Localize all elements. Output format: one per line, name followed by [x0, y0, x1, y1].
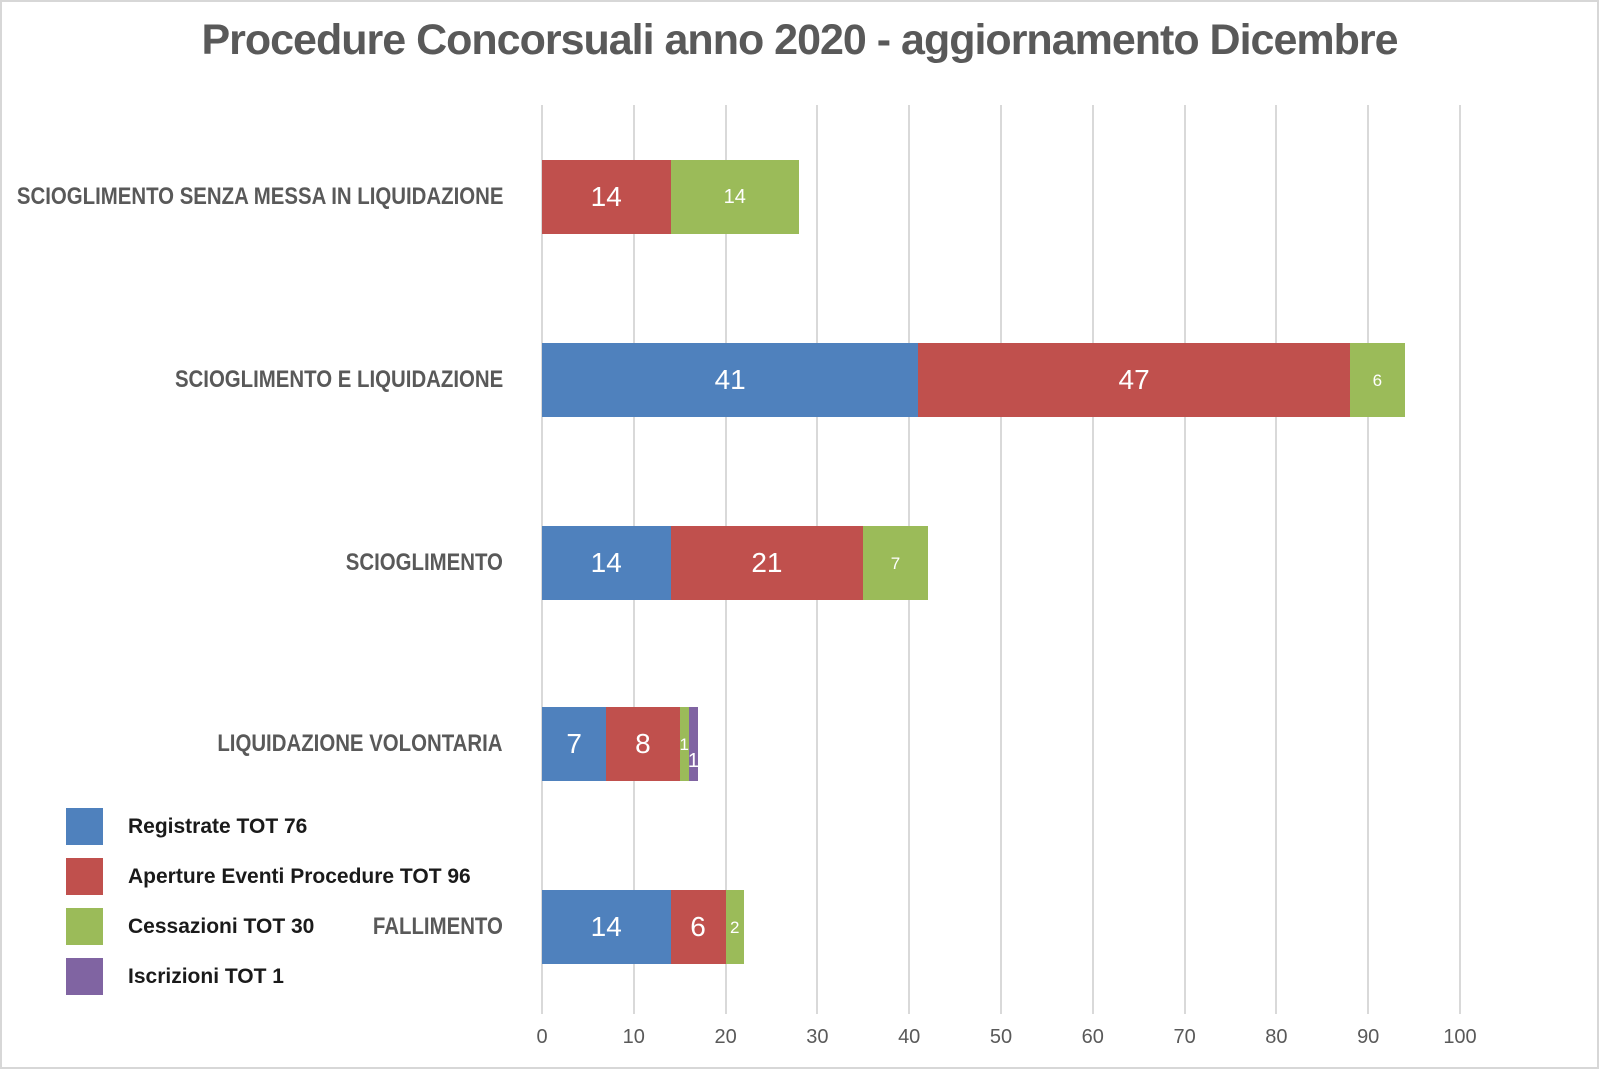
bar-value-label: 7 — [890, 553, 901, 573]
bar-segment-registrate-liquidazione-volontaria: 7 — [542, 707, 607, 781]
bar-value-label: 8 — [635, 728, 651, 759]
bar-segment-registrate-fallimento: 14 — [542, 890, 671, 964]
x-axis-tick-label-100: 100 — [1443, 1026, 1477, 1048]
bar-value-label: 41 — [714, 364, 746, 395]
bar-segment-cessazioni-scioglimento: 7 — [863, 526, 928, 600]
category-label-liquidazione-volontaria: LIQUIDAZIONE VOLONTARIA — [217, 730, 503, 757]
bar-value-label: 14 — [590, 911, 622, 942]
legend-swatch-aperture — [66, 858, 103, 895]
legend-swatch-cessazioni — [66, 908, 103, 945]
bar-segment-registrate-scioglimento-e-liquidazione: 41 — [542, 343, 919, 417]
category-label-scioglimento-e-liquidazione: SCIOGLIMENTO E LIQUIDAZIONE — [174, 366, 503, 393]
x-axis-tick-label-50: 50 — [989, 1026, 1013, 1048]
x-axis-tick-label-30: 30 — [806, 1026, 829, 1048]
legend-item-aperture: Aperture Eventi Procedure TOT 96 — [66, 858, 471, 895]
legend-item-cessazioni: Cessazioni TOT 30 — [66, 908, 314, 945]
chart-title: Procedure Concorsuali anno 2020 - aggior… — [201, 16, 1398, 64]
bar-segment-aperture-liquidazione-volontaria: 8 — [606, 707, 680, 781]
bar-value-label: 47 — [1118, 364, 1150, 395]
bar-value-label: 7 — [566, 728, 582, 759]
x-axis-tick-label-0: 0 — [536, 1026, 548, 1048]
legend-item-iscrizioni: Iscrizioni TOT 1 — [66, 958, 284, 995]
legend-swatch-iscrizioni — [66, 958, 103, 995]
x-axis-tick-label-70: 70 — [1173, 1026, 1196, 1048]
legend-label-cessazioni: Cessazioni TOT 30 — [128, 914, 315, 938]
bar-segment-iscrizioni-liquidazione-volontaria: 1 — [687, 707, 700, 781]
legend-label-registrate: Registrate TOT 76 — [128, 814, 308, 838]
gridline-80 — [1275, 105, 1278, 1014]
gridline-100 — [1459, 105, 1461, 1014]
bar-value-label: 2 — [730, 917, 740, 937]
x-axis-tick-label-10: 10 — [622, 1026, 645, 1048]
bar-value-label: 14 — [590, 181, 622, 212]
bar-segment-aperture-scioglimento-e-liquidazione: 47 — [918, 343, 1350, 417]
gridline-50 — [1000, 105, 1002, 1014]
bar-value-label: 21 — [751, 547, 783, 578]
bar-segment-cessazioni-liquidazione-volontaria: 1 — [680, 707, 689, 781]
x-axis-tick-label-80: 80 — [1265, 1026, 1288, 1048]
legend-label-aperture: Aperture Eventi Procedure TOT 96 — [128, 864, 471, 888]
bar-value-label: 6 — [1372, 370, 1383, 390]
x-axis-tick-label-40: 40 — [898, 1026, 921, 1048]
x-axis-tick-label-90: 90 — [1357, 1026, 1380, 1048]
bar-segment-aperture-scioglimento-senza-messa-in-liquidazione: 14 — [542, 160, 671, 234]
bar-segment-cessazioni-scioglimento-e-liquidazione: 6 — [1349, 343, 1405, 417]
x-axis-tick-label-20: 20 — [714, 1026, 737, 1048]
bar-value-label: 14 — [590, 547, 622, 578]
gridline-90 — [1367, 105, 1370, 1014]
bar-value-label: 1 — [679, 734, 690, 754]
gridline-60 — [1091, 105, 1094, 1014]
category-label-fallimento: FALLIMENTO — [373, 913, 503, 940]
bar-segment-registrate-scioglimento: 14 — [542, 526, 671, 600]
bar-segment-aperture-fallimento: 6 — [670, 890, 726, 964]
gridline-70 — [1183, 105, 1186, 1014]
category-label-scioglimento: SCIOGLIMENTO — [345, 549, 503, 576]
bar-segment-cessazioni-fallimento: 2 — [725, 890, 744, 964]
legend-label-iscrizioni: Iscrizioni TOT 1 — [128, 964, 284, 988]
bar-value-label: 6 — [690, 911, 706, 942]
legend-item-registrate: Registrate TOT 76 — [66, 808, 307, 845]
legend-swatch-registrate — [66, 808, 103, 845]
bar-value-label: 14 — [723, 186, 746, 208]
category-label-scioglimento-senza-messa-in-liquidazione: SCIOGLIMENTO SENZA MESSA IN LIQUIDAZIONE — [16, 183, 503, 210]
bar-segment-aperture-scioglimento: 21 — [670, 526, 864, 600]
bar-segment-cessazioni-scioglimento-senza-messa-in-liquidazione: 14 — [670, 160, 800, 234]
x-axis-tick-label-60: 60 — [1081, 1026, 1104, 1048]
bar-value-label: 1 — [687, 750, 700, 772]
